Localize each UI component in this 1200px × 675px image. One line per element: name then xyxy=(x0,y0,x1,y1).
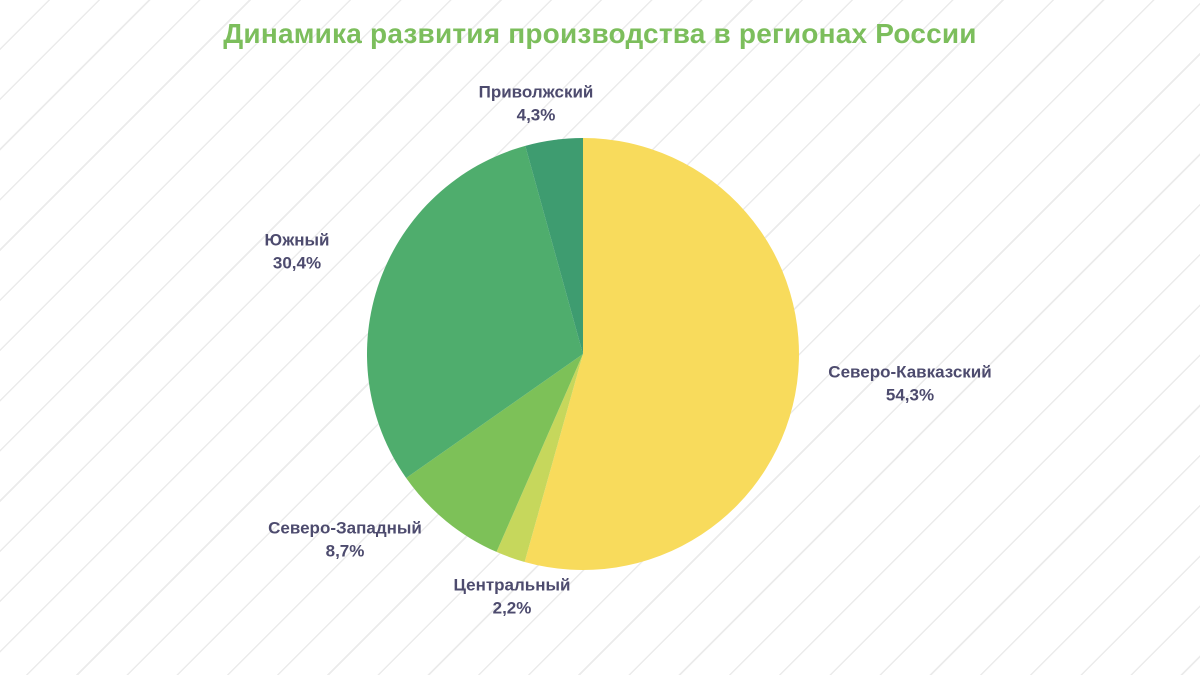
slice-percent: 8,7% xyxy=(325,541,365,561)
slice-percent: 30,4% xyxy=(272,253,322,273)
chart-title: Динамика развития производства в региона… xyxy=(223,18,977,49)
pie-label-severo-kavkazsky: Северо-Кавказский 54,3% xyxy=(828,362,991,407)
pie-label-yuzhny: Южный 30,4% xyxy=(264,230,329,275)
pie-slice-1 xyxy=(496,354,583,562)
slice-name: Северо-Западный xyxy=(268,518,422,538)
pie-slice-2 xyxy=(406,354,583,552)
slice-name: Южный xyxy=(264,230,330,250)
pie-slice-4 xyxy=(525,138,583,354)
pie-label-severo-zapadny: Северо-Западный 8,7% xyxy=(268,518,422,563)
slice-percent: 2,2% xyxy=(492,598,532,618)
slice-percent: 4,3% xyxy=(516,105,556,125)
pie-slice-0 xyxy=(524,138,799,570)
pie-label-privolzhsky: Приволжский 4,3% xyxy=(479,82,594,127)
slice-name: Центральный xyxy=(453,575,571,595)
slice-name: Северо-Кавказский xyxy=(828,362,992,382)
pie-slice-3 xyxy=(366,145,583,479)
slice-percent: 54,3% xyxy=(885,385,935,405)
pie-label-centralny: Центральный 2,2% xyxy=(454,575,571,620)
slice-name: Приволжский xyxy=(478,82,594,102)
